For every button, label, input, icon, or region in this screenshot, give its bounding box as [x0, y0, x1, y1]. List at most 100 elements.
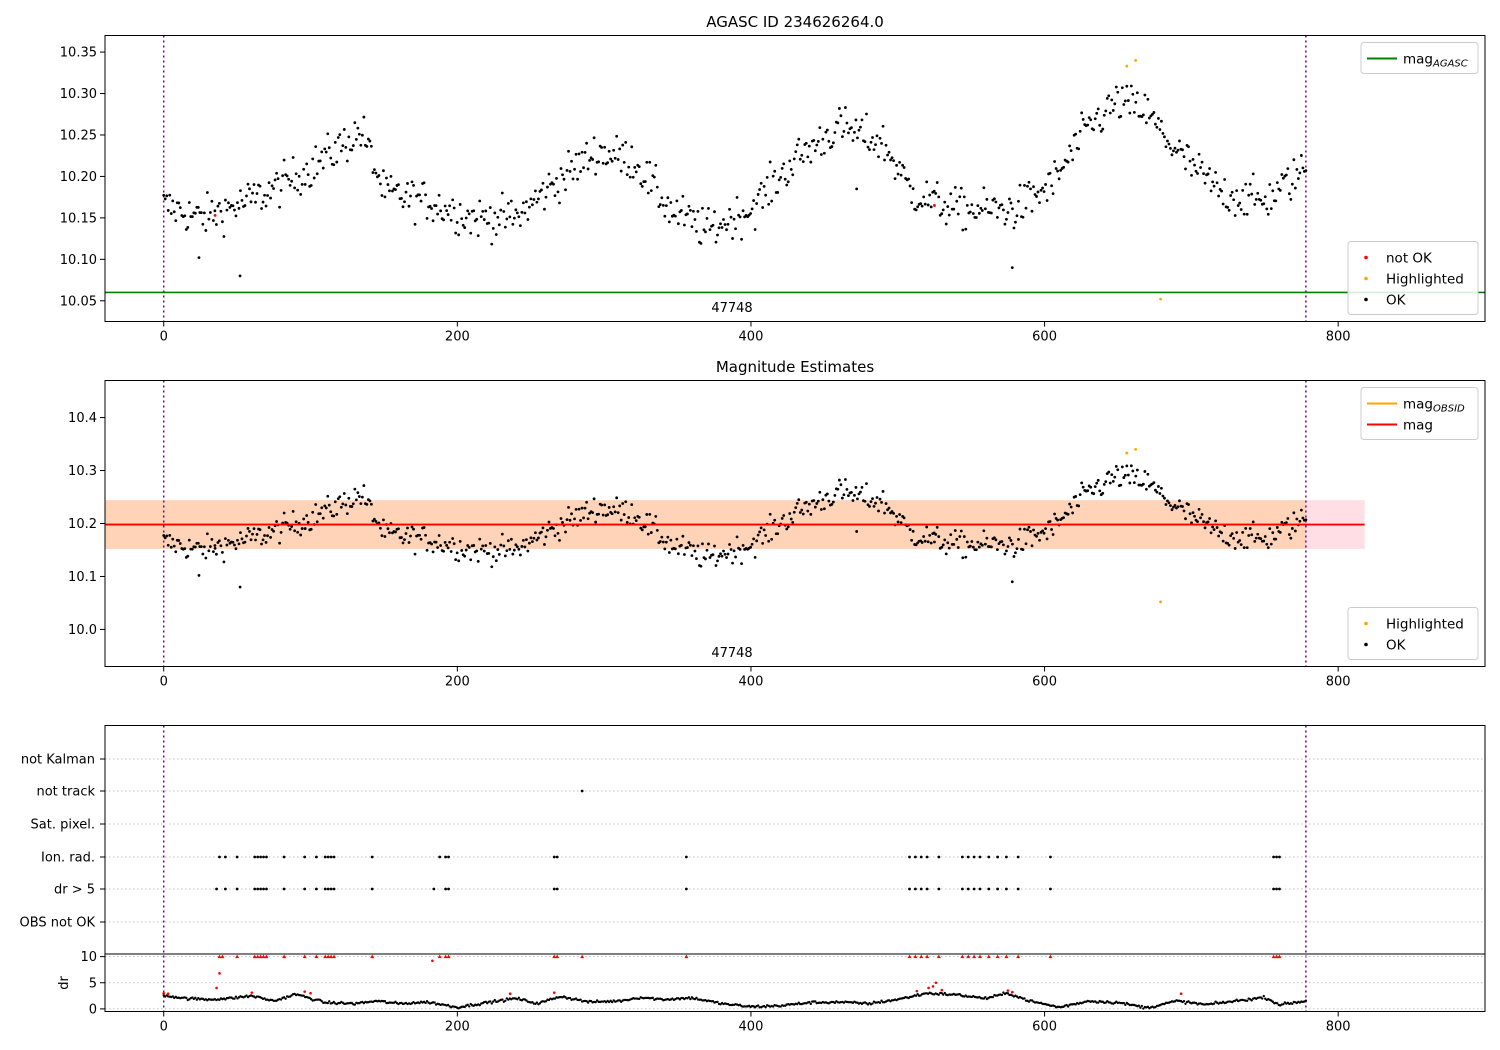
- ok-point: [646, 532, 650, 536]
- ok-point: [401, 205, 405, 209]
- ok-point: [558, 538, 561, 542]
- ok-point: [306, 520, 310, 524]
- ok-point: [1125, 464, 1129, 468]
- ok-point: [207, 549, 211, 553]
- ok-point: [461, 223, 465, 227]
- legend-box: [1360, 42, 1479, 74]
- ok-point: [708, 228, 712, 232]
- ok-point: [1023, 183, 1026, 187]
- flag-point: [223, 887, 227, 891]
- ok-point: [1274, 537, 1278, 541]
- ok-point: [631, 175, 635, 179]
- ok-point: [239, 189, 242, 193]
- legend-dot-marker: [1364, 621, 1368, 626]
- ok-point: [238, 585, 242, 589]
- ok-point: [288, 184, 292, 187]
- ok-point: [172, 210, 176, 214]
- ok-point: [311, 157, 315, 161]
- dr-point: [424, 1001, 427, 1005]
- flag-point: [1278, 855, 1281, 859]
- ok-point: [613, 156, 617, 160]
- ok-point: [824, 130, 828, 134]
- ok-point: [1200, 512, 1204, 516]
- ok-point: [825, 492, 829, 496]
- ok-point: [1269, 542, 1273, 546]
- ok-point: [178, 206, 182, 210]
- ok-point: [482, 549, 486, 553]
- ok-point: [347, 135, 351, 139]
- ok-point: [884, 143, 888, 147]
- ok-point: [841, 135, 844, 139]
- flag-point: [332, 855, 336, 859]
- ok-point: [321, 166, 325, 170]
- ok-point: [704, 230, 707, 234]
- dr-point: [738, 1003, 742, 1006]
- flag-point: [282, 855, 286, 859]
- ok-point: [490, 242, 494, 246]
- ok-point: [847, 494, 850, 498]
- ok-point: [646, 191, 650, 195]
- flag-point: [919, 855, 923, 859]
- dr-point: [871, 1002, 874, 1005]
- ok-point: [1220, 189, 1224, 193]
- x-tick-label: 800: [1326, 675, 1351, 690]
- ok-point: [318, 159, 322, 163]
- ok-point: [1018, 527, 1022, 531]
- ok-point: [502, 210, 506, 213]
- ok-point: [1071, 511, 1075, 515]
- ok-point: [1211, 180, 1214, 184]
- ok-point: [585, 500, 588, 504]
- ok-point: [481, 210, 485, 213]
- ok-point: [586, 167, 590, 171]
- ok-point: [1178, 139, 1181, 143]
- dr-point: [579, 998, 582, 1001]
- ok-point: [448, 204, 452, 208]
- ok-point: [517, 215, 521, 219]
- ok-point: [580, 506, 584, 510]
- ok-point: [953, 186, 957, 189]
- ok-point: [1259, 198, 1263, 202]
- ok-point: [1152, 111, 1156, 114]
- ok-point: [643, 525, 647, 529]
- ok-point: [1184, 517, 1187, 521]
- ok-point: [419, 537, 423, 541]
- dr-point: [493, 998, 496, 1002]
- dr-capped-marker: [235, 954, 240, 959]
- ok-point: [488, 206, 492, 209]
- ok-point: [443, 204, 447, 208]
- ok-point: [1154, 122, 1157, 126]
- ok-point: [630, 145, 634, 149]
- ok-point: [1018, 183, 1022, 187]
- ok-point: [1247, 534, 1251, 537]
- flag-point: [960, 855, 964, 859]
- ok-point: [315, 172, 319, 176]
- ok-point: [664, 204, 668, 208]
- ok-point: [1182, 509, 1186, 513]
- ok-point: [464, 548, 468, 552]
- dr-point: [425, 999, 429, 1003]
- ok-point: [1265, 542, 1269, 546]
- ok-point: [1011, 207, 1014, 211]
- ok-point: [523, 545, 527, 549]
- ok-point: [1098, 123, 1102, 127]
- flag-point: [282, 887, 286, 891]
- ok-point: [699, 564, 703, 568]
- ok-point: [980, 209, 984, 212]
- ok-point: [1184, 167, 1187, 171]
- ok-point: [1000, 203, 1004, 207]
- ok-point: [213, 544, 217, 547]
- dr-point: [466, 1003, 469, 1007]
- ok-point: [1199, 166, 1202, 169]
- ok-point: [544, 535, 548, 539]
- dr-point: [1066, 1005, 1070, 1008]
- ok-point: [552, 527, 555, 530]
- legend-box: [1360, 387, 1479, 440]
- ok-point: [512, 216, 516, 220]
- plot-frame: [104, 35, 1486, 322]
- ok-point: [741, 209, 745, 213]
- ok-point: [958, 535, 962, 538]
- ok-point: [505, 549, 509, 553]
- ok-point: [783, 177, 787, 181]
- ok-point: [722, 218, 725, 221]
- dr-capped-marker: [684, 954, 689, 959]
